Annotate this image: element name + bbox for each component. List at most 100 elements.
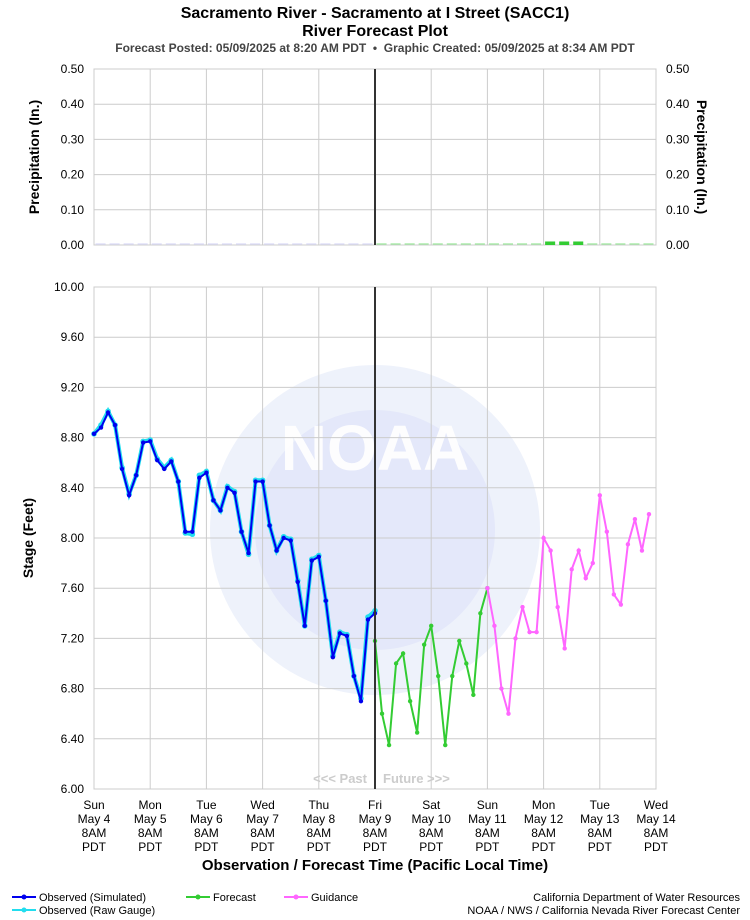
legend-label: Forecast	[213, 892, 256, 904]
annotation: Future >>>	[383, 771, 450, 786]
y-tick-label: 0.20	[61, 168, 85, 182]
series-point	[211, 498, 216, 503]
precip-bar	[488, 243, 499, 245]
y2-axis-label: Precipitation (In.)	[694, 100, 710, 214]
precip-bar	[601, 243, 612, 245]
series-point	[309, 558, 314, 563]
precip-bar	[629, 243, 640, 245]
x-axis-label: Observation / Forecast Time (Pacific Loc…	[202, 857, 548, 874]
x-tick-label: May 7	[246, 812, 279, 826]
series-point	[414, 730, 420, 735]
precip-bar	[207, 243, 218, 245]
series-point	[295, 579, 300, 585]
x-tick-label: PDT	[363, 840, 388, 854]
series-point	[506, 711, 511, 716]
series-point	[337, 631, 343, 636]
x-tick-label: 8AM	[644, 826, 669, 840]
series-point	[520, 604, 525, 610]
precip-bar	[390, 243, 401, 245]
series-line	[486, 495, 650, 714]
series-point	[604, 529, 610, 534]
series-point	[112, 422, 118, 428]
series-point	[527, 629, 532, 635]
x-tick-label: Sun	[477, 798, 498, 812]
series-point	[218, 508, 223, 513]
x-tick-label: May 12	[524, 812, 564, 826]
x-tick-label: Wed	[250, 798, 274, 812]
x-tick-label: Wed	[644, 798, 668, 812]
series-point	[253, 479, 258, 484]
legend-label: Observed (Simulated)	[39, 892, 146, 904]
series-point	[204, 470, 209, 475]
series-point	[119, 466, 125, 472]
series-point	[260, 479, 265, 484]
precip-bar	[559, 241, 570, 245]
x-tick-label: Tue	[590, 798, 611, 812]
series-point	[246, 550, 251, 556]
y-tick-label: 6.40	[61, 732, 85, 746]
series-point	[457, 638, 462, 644]
precip-bar	[545, 241, 556, 245]
precip-bar	[236, 243, 247, 245]
x-tick-label: 8AM	[250, 826, 275, 840]
y-tick-label: 10.00	[54, 280, 84, 294]
series-point	[541, 535, 546, 541]
x-tick-label: PDT	[475, 840, 500, 854]
precip-bar	[278, 243, 289, 245]
y-tick-label: 8.80	[61, 431, 85, 445]
x-tick-label: Sun	[83, 798, 104, 812]
x-tick-label: PDT	[138, 840, 163, 854]
legend-dot	[293, 894, 299, 900]
precip-bar	[320, 243, 331, 245]
x-tick-label: Sat	[422, 798, 441, 812]
series-point	[478, 611, 483, 616]
precip-bar	[151, 243, 162, 245]
x-tick-label: Fri	[368, 798, 382, 812]
precip-bar	[460, 243, 471, 245]
series-point	[323, 598, 329, 603]
series-point	[183, 529, 188, 534]
series-point	[421, 642, 427, 647]
series-point	[98, 425, 104, 430]
legend-dot	[21, 894, 27, 900]
x-tick-label: PDT	[644, 840, 669, 854]
series-point	[239, 529, 244, 534]
precip-bar	[165, 243, 176, 245]
series-point	[344, 633, 350, 639]
precip-bar	[348, 243, 359, 245]
series-point	[562, 646, 567, 651]
x-tick-label: PDT	[251, 840, 276, 854]
series-point	[386, 742, 392, 748]
series-point	[133, 473, 139, 478]
legend-dot	[21, 907, 27, 913]
series-point	[548, 548, 553, 553]
x-tick-label: May 5	[134, 812, 167, 826]
x-tick-label: 8AM	[531, 826, 556, 840]
precip-bar	[179, 243, 190, 245]
legend-label: Guidance	[311, 892, 358, 904]
precip-bar	[615, 243, 626, 245]
series-point	[632, 516, 638, 522]
series-point	[316, 554, 321, 560]
precip-bar	[334, 243, 345, 245]
series-point	[450, 673, 455, 679]
series-point	[436, 673, 441, 679]
series-point	[590, 560, 595, 566]
x-tick-label: Mon	[139, 798, 162, 812]
y2-tick-label: 0.00	[666, 238, 690, 252]
series-point	[169, 459, 174, 464]
y-tick-label: 0.50	[61, 62, 85, 76]
credit: NOAA / NWS / California Nevada River For…	[467, 905, 740, 917]
series-point	[351, 673, 357, 679]
y-axis-label: Precipitation (In.)	[26, 100, 42, 214]
y-tick-label: 0.30	[61, 132, 85, 146]
x-tick-label: 8AM	[82, 826, 107, 840]
series-point	[176, 479, 181, 484]
series-point	[358, 698, 364, 704]
x-tick-label: PDT	[419, 840, 444, 854]
x-tick-label: May 4	[78, 812, 111, 826]
precip-bar	[137, 243, 148, 245]
y-tick-label: 9.60	[61, 330, 85, 344]
series-point	[393, 661, 399, 666]
series-point	[625, 542, 631, 547]
